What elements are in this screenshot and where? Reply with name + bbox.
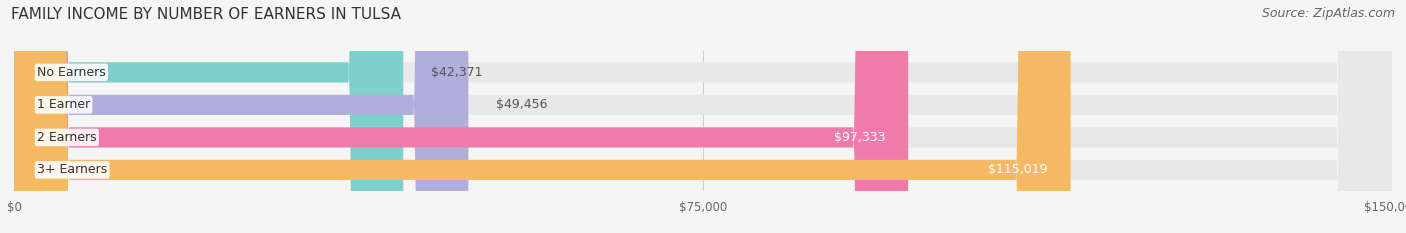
FancyBboxPatch shape — [14, 0, 468, 233]
Text: $97,333: $97,333 — [834, 131, 886, 144]
FancyBboxPatch shape — [14, 0, 404, 233]
FancyBboxPatch shape — [14, 0, 1392, 233]
Text: 1 Earner: 1 Earner — [37, 98, 90, 111]
FancyBboxPatch shape — [14, 0, 908, 233]
Text: 2 Earners: 2 Earners — [37, 131, 97, 144]
Text: $42,371: $42,371 — [430, 66, 482, 79]
FancyBboxPatch shape — [14, 0, 1392, 233]
FancyBboxPatch shape — [14, 0, 1392, 233]
Text: No Earners: No Earners — [37, 66, 105, 79]
FancyBboxPatch shape — [14, 0, 1070, 233]
Text: $115,019: $115,019 — [988, 163, 1047, 176]
Text: $49,456: $49,456 — [496, 98, 547, 111]
Text: FAMILY INCOME BY NUMBER OF EARNERS IN TULSA: FAMILY INCOME BY NUMBER OF EARNERS IN TU… — [11, 7, 401, 22]
Text: 3+ Earners: 3+ Earners — [37, 163, 107, 176]
Text: Source: ZipAtlas.com: Source: ZipAtlas.com — [1261, 7, 1395, 20]
FancyBboxPatch shape — [14, 0, 1392, 233]
